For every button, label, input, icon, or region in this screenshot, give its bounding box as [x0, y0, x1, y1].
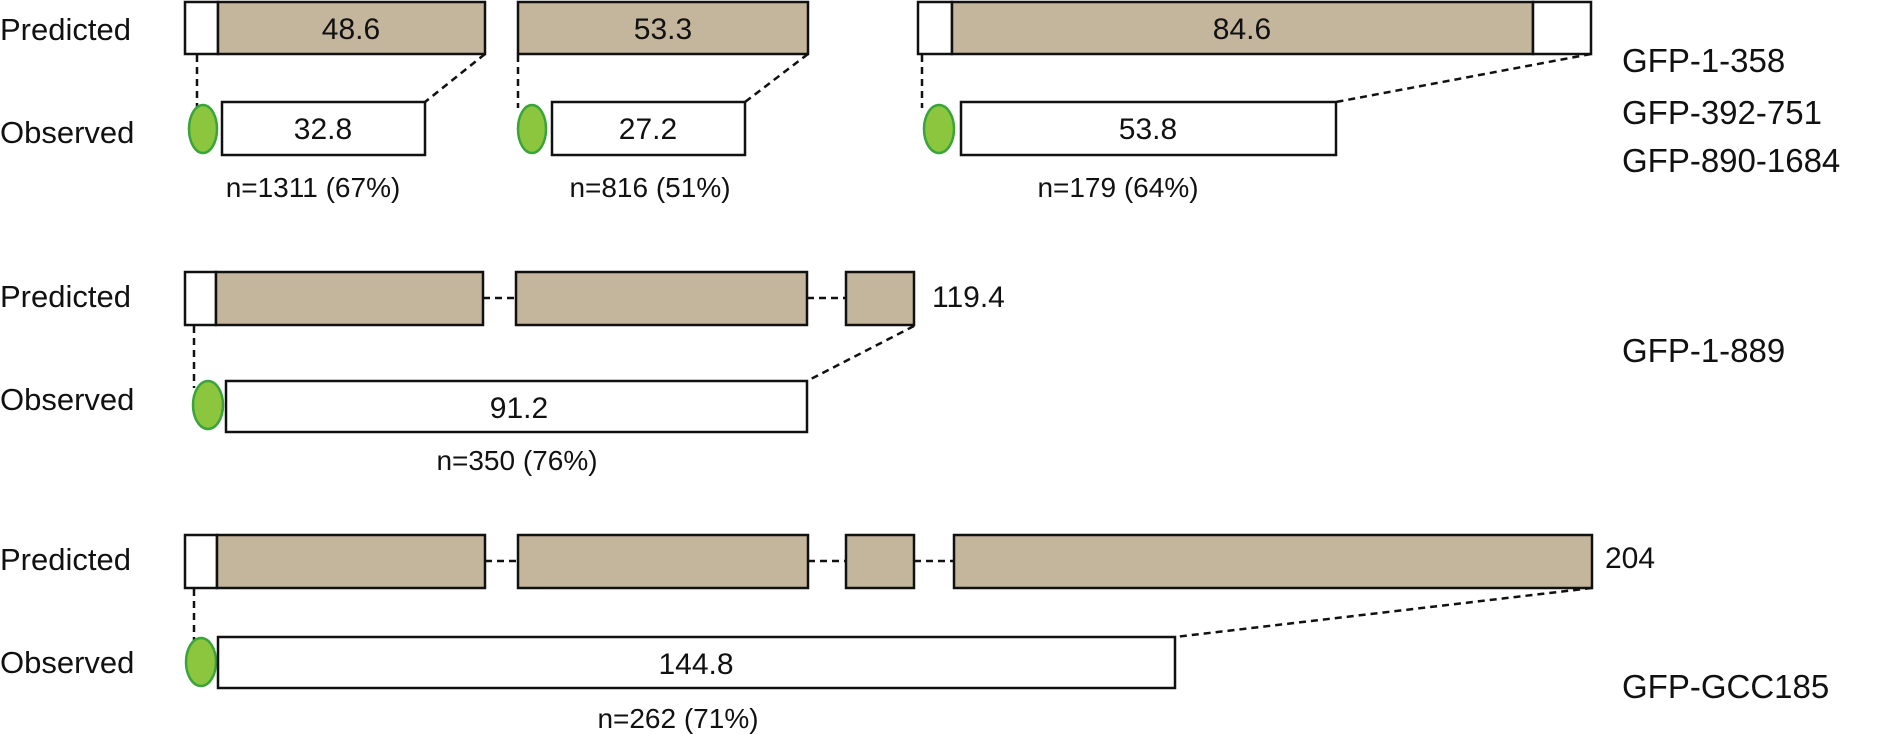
predicted-value: 119.4 — [932, 281, 1005, 314]
construct-name: GFP-392-751 — [1622, 94, 1822, 131]
predicted-value: 53.3 — [634, 13, 692, 46]
count-label: n=179 (64%) — [1037, 172, 1198, 203]
gfp-oval — [191, 379, 225, 431]
predicted-value: 84.6 — [1213, 13, 1271, 46]
count-label: n=1311 (67%) — [226, 172, 401, 203]
predicted-bar — [844, 270, 916, 327]
construct-name: GFP-1-358 — [1622, 42, 1785, 79]
gfp-oval — [516, 103, 548, 155]
observed-label: Observed — [0, 645, 134, 680]
observed-value: 91.2 — [490, 392, 548, 425]
count-label: n=350 (76%) — [436, 445, 597, 476]
count-label: n=262 (71%) — [597, 703, 758, 734]
predicted-bar — [215, 533, 487, 590]
observed-value: 27.2 — [619, 113, 677, 146]
construct-name: GFP-1-889 — [1622, 332, 1785, 369]
gfp-oval — [184, 636, 218, 688]
observed-label: Observed — [0, 115, 134, 150]
row-3: Predicted Observed 204 144.8 n=262 (71%)… — [0, 533, 1829, 734]
connector-line — [1174, 586, 1593, 639]
predicted-bar — [844, 533, 916, 590]
gfp-tag-box — [183, 0, 220, 56]
connector-line — [744, 53, 809, 103]
gfp-tag-box — [916, 0, 954, 56]
gfp-oval — [187, 103, 219, 155]
gfp-oval — [922, 103, 956, 155]
gfp-tag-box — [1531, 0, 1593, 56]
observed-value: 144.8 — [658, 648, 733, 681]
predicted-bar — [514, 270, 809, 327]
connector-line — [1335, 52, 1592, 104]
predicted-bar — [952, 533, 1594, 590]
count-label: n=816 (51%) — [569, 172, 730, 203]
predicted-value: 48.6 — [322, 13, 380, 46]
observed-bar — [220, 100, 427, 157]
observed-label: Observed — [0, 382, 134, 417]
predicted-bar — [216, 0, 487, 56]
observed-bar — [550, 100, 747, 157]
predicted-label: Predicted — [0, 12, 131, 47]
connector-line — [424, 53, 486, 103]
observed-bar — [959, 100, 1338, 157]
observed-bar — [224, 379, 809, 434]
connector-line — [806, 324, 915, 383]
observed-value: 53.8 — [1119, 113, 1177, 146]
predicted-value: 204 — [1605, 542, 1655, 575]
construct-name: GFP-GCC185 — [1622, 668, 1829, 705]
row-1: Predicted Observed 48.6 32.8 n=1311 (67%… — [0, 0, 1840, 203]
predicted-bar — [516, 533, 810, 590]
row-2: Predicted Observed 119.4 91.2 n=350 (76%… — [0, 270, 1785, 476]
predicted-label: Predicted — [0, 542, 131, 577]
gfp-tag-box — [183, 533, 219, 590]
observed-value: 32.8 — [294, 113, 352, 146]
predicted-bar — [214, 270, 485, 327]
predicted-bar — [516, 0, 810, 56]
gfp-tag-box — [183, 270, 218, 327]
predicted-label: Predicted — [0, 279, 131, 314]
observed-bar — [216, 635, 1177, 690]
construct-name: GFP-890-1684 — [1622, 142, 1840, 179]
